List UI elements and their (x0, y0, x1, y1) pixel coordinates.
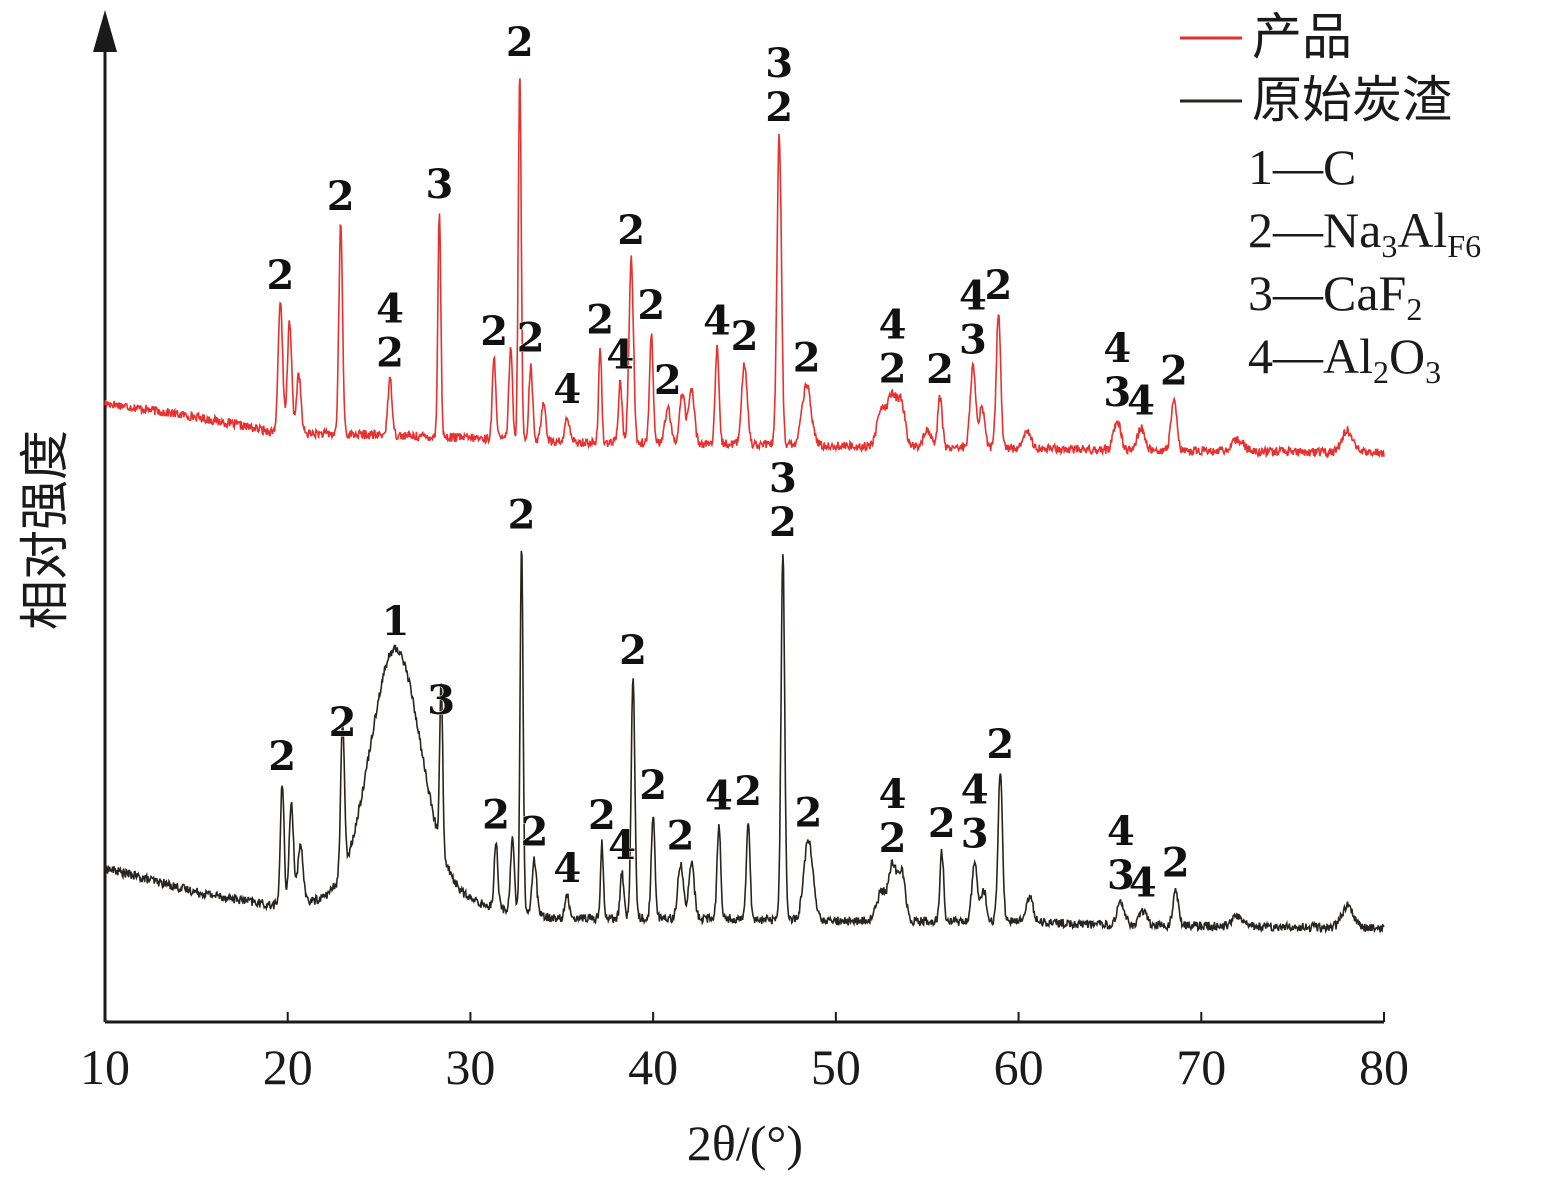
peak-label: 3 (769, 455, 797, 502)
peak-label: 2 (879, 815, 907, 862)
peak-label: 2 (376, 329, 404, 376)
peak-label: 1 (382, 598, 410, 645)
x-tick-label: 10 (80, 1039, 130, 1095)
peak-label: 4 (1129, 859, 1157, 906)
legend-series-label: 产品 (1252, 9, 1352, 65)
y-axis-label: 相对强度 (17, 430, 73, 630)
peak-label: 2 (1162, 840, 1190, 887)
x-tick-label: 40 (628, 1039, 678, 1095)
peak-label: 4 (608, 822, 636, 869)
legend-phase-label: 4—Al2O3​ (1248, 328, 1441, 390)
peak-label: 2 (329, 699, 357, 746)
peak-label: 4 (879, 302, 907, 349)
peak-label: 4 (1127, 377, 1155, 424)
peak-label: 2 (985, 262, 1013, 309)
peak-label: 2 (667, 812, 695, 859)
peak-label: 4 (553, 845, 581, 892)
peak-label: 2 (734, 768, 762, 815)
peak-label: 2 (517, 315, 545, 362)
peak-label: 4 (959, 273, 987, 320)
x-tick-label: 20 (263, 1039, 313, 1095)
peak-label: 2 (879, 346, 907, 393)
peak-label: 2 (795, 789, 823, 836)
peak-label: 2 (928, 800, 956, 847)
peak-label: 4 (606, 332, 634, 379)
peak-label: 4 (703, 298, 731, 345)
peak-label: 2 (619, 627, 647, 674)
peak-label: 4 (1103, 325, 1131, 372)
peak-label: 2 (793, 334, 821, 381)
peak-label: 3 (1103, 369, 1131, 416)
peak-label: 4 (961, 767, 989, 814)
peak-label: 3 (427, 677, 455, 724)
x-axis-label: 2θ/(°) (687, 1115, 803, 1171)
peak-label: 2 (617, 207, 645, 254)
peak-label: 2 (520, 809, 548, 856)
peak-label: 2 (266, 252, 294, 299)
peak-label: 3 (765, 40, 793, 87)
peak-label: 2 (986, 721, 1014, 768)
peak-label: 2 (482, 792, 510, 839)
x-tick-label: 30 (445, 1039, 495, 1095)
peak-label: 2 (586, 296, 614, 343)
peak-label: 2 (769, 499, 797, 546)
chart-axes: 10 20 30 40 50 60 70 80 (80, 10, 1409, 1095)
legend-phase-label: 3—CaF2​ (1248, 265, 1422, 327)
peak-label: 2 (765, 84, 793, 131)
series-line-1 (104, 550, 1385, 934)
peak-label: 3 (961, 811, 989, 858)
peak-label: 4 (1107, 808, 1135, 855)
peak-label: 2 (654, 357, 682, 404)
peak-label: 4 (879, 771, 907, 818)
peak-label: 2 (926, 346, 954, 393)
chart-curves (104, 78, 1385, 934)
peak-label: 2 (637, 282, 665, 329)
series-line-0 (104, 78, 1385, 459)
legend-phase-label: 1—C (1248, 139, 1356, 195)
x-tick-label: 80 (1359, 1039, 1409, 1095)
peak-label: 2 (327, 173, 355, 220)
peak-label: 3 (1107, 852, 1135, 899)
legend-series-label: 原始炭渣 (1252, 72, 1452, 128)
legend-phase-label: 2—Na3AlF​6​ (1248, 202, 1481, 264)
peak-label: 4 (705, 773, 733, 820)
x-tick-label: 60 (994, 1039, 1044, 1095)
peak-label: 2 (1160, 348, 1188, 395)
x-tick-label: 70 (1176, 1039, 1226, 1095)
peak-label: 2 (588, 792, 616, 839)
peak-label: 2 (508, 491, 536, 538)
peak-label: 2 (731, 313, 759, 360)
peak-label: 4 (376, 285, 404, 332)
peak-label: 2 (268, 733, 296, 780)
peak-label: 3 (959, 317, 987, 364)
y-axis-arrow-icon (93, 10, 117, 52)
peak-label: 2 (480, 308, 508, 355)
peak-label: 4 (553, 366, 581, 413)
peak-label: 3 (425, 161, 453, 208)
peak-label: 2 (639, 762, 667, 809)
x-tick-label: 50 (811, 1039, 861, 1095)
peak-label: 2 (506, 19, 534, 66)
